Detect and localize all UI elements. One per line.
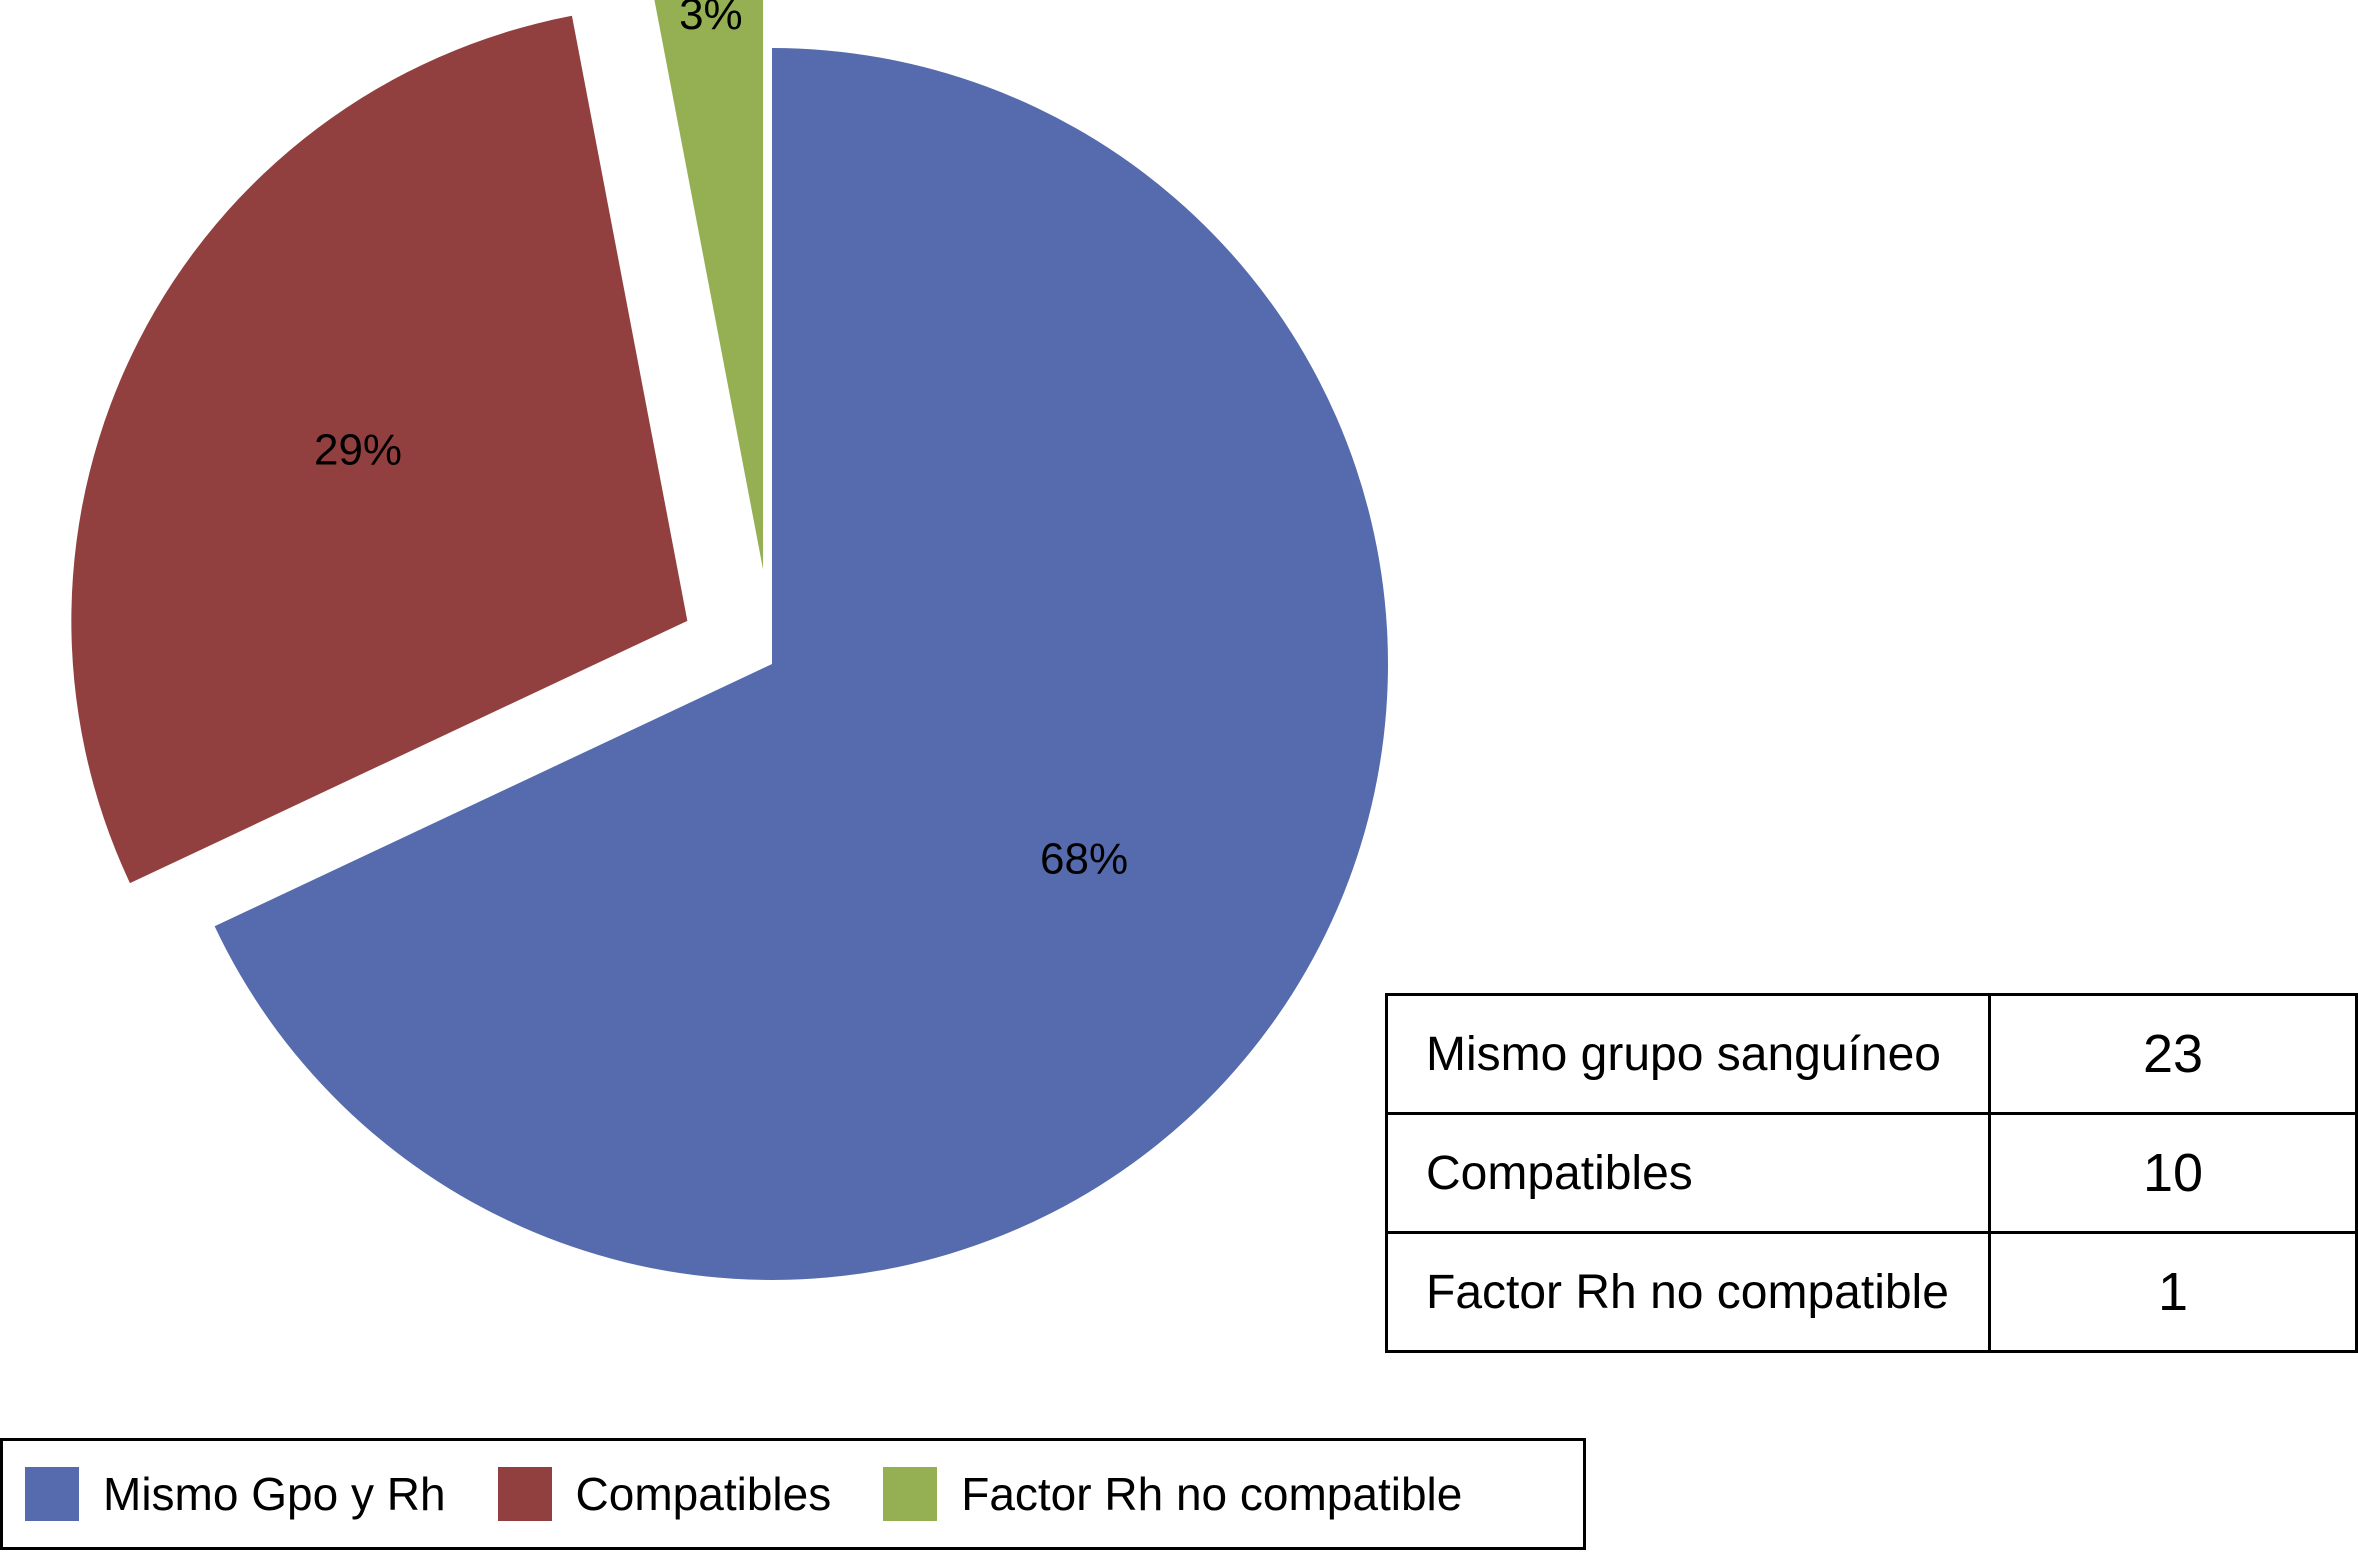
pie-slices [71, 0, 1388, 1281]
legend-swatch [25, 1467, 79, 1521]
table-cell-label: Mismo grupo sanguíneo [1384, 993, 1992, 1115]
pie-labels: 68% 29% 3% [314, 0, 1128, 884]
table-row: Mismo grupo sanguíneo 23 [1384, 993, 2358, 1115]
legend-item-mismo-gpo: Mismo Gpo y Rh [25, 1467, 446, 1521]
legend-swatch [497, 1467, 552, 1521]
table-cell-value: 10 [1988, 1112, 2358, 1234]
pie-slice-0 [214, 48, 1388, 1281]
legend-swatch [883, 1467, 938, 1521]
table-row: Factor Rh no compatible 1 [1384, 1231, 2358, 1353]
table-row: Compatibles 10 [1384, 1112, 2358, 1234]
legend-item-compatibles: Compatibles [497, 1467, 832, 1521]
data-table: Mismo grupo sanguíneo 23 Compatibles 10 … [1384, 993, 2358, 1353]
pie-slice-label: 29% [314, 426, 402, 475]
legend-label: Mismo Gpo y Rh [103, 1468, 446, 1520]
table-cell-label: Compatibles [1384, 1112, 1992, 1234]
table-cell-value: 23 [1988, 993, 2358, 1115]
table-cell-label: Factor Rh no compatible [1384, 1231, 1992, 1353]
legend: Mismo Gpo y Rh Compatibles Factor Rh no … [0, 1438, 1586, 1550]
legend-item-factor-rh: Factor Rh no compatible [883, 1467, 1462, 1521]
pie-slice-1 [71, 15, 688, 884]
legend-label: Compatibles [575, 1468, 832, 1520]
pie-slice-2 [654, 0, 764, 570]
table-cell-value: 1 [1988, 1231, 2358, 1353]
legend-label: Factor Rh no compatible [961, 1468, 1463, 1520]
pie-slice-label: 68% [1040, 835, 1128, 884]
pie-slice-label: 3% [679, 0, 743, 39]
